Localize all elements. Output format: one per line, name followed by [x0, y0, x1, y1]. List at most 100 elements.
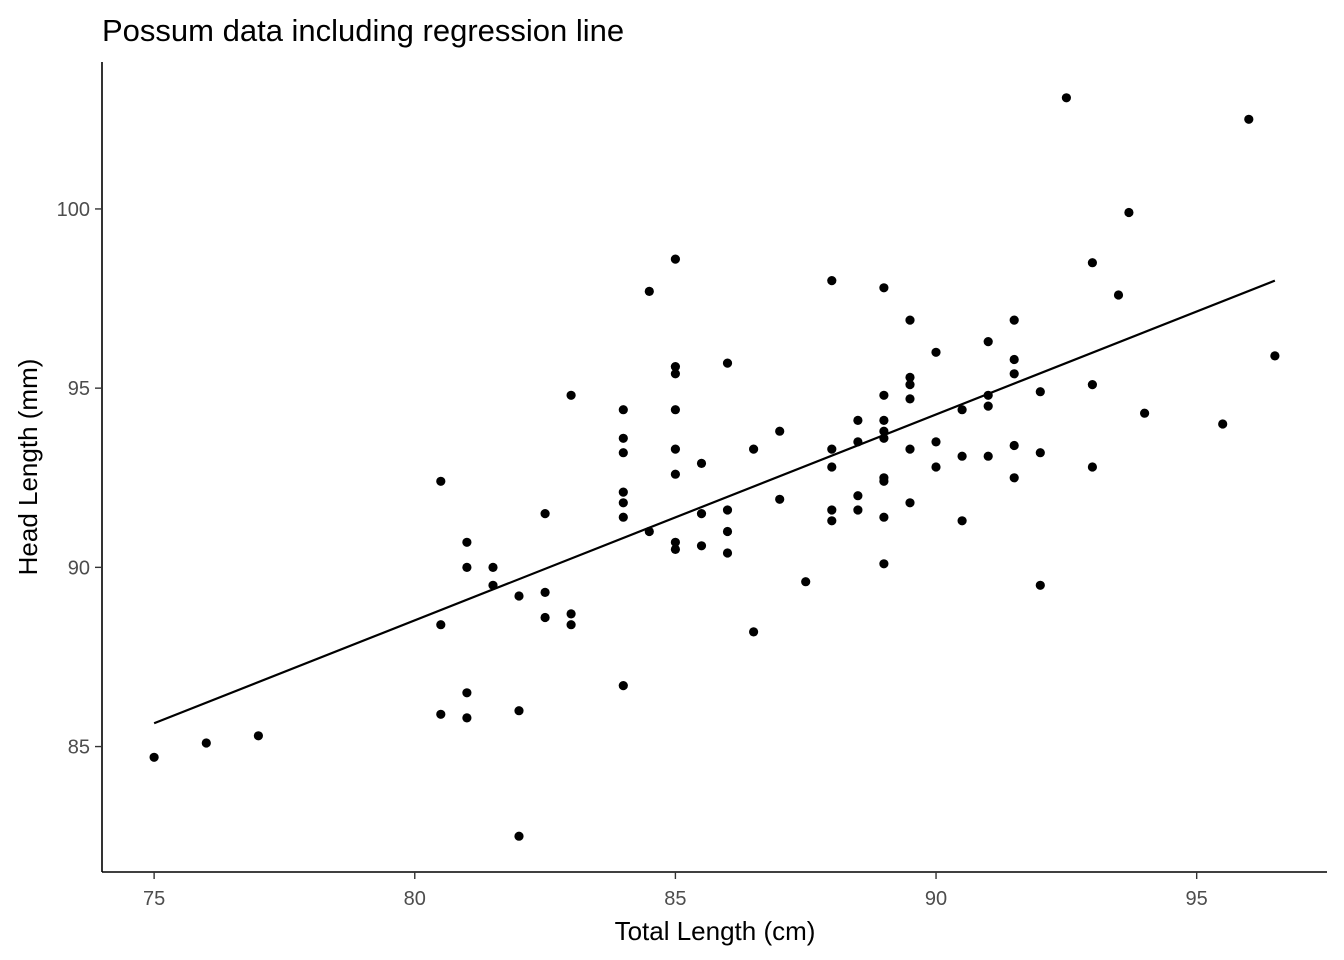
data-point-32 [670, 369, 681, 379]
data-point-9 [462, 713, 472, 723]
data-point-24 [618, 487, 628, 497]
data-point-39 [696, 508, 707, 519]
regression-line-layer [153, 279, 1276, 725]
regression-line [153, 279, 1276, 725]
data-point-89 [1035, 387, 1045, 397]
data-point-14 [514, 831, 524, 841]
data-point-75 [931, 437, 941, 447]
x-tick-label: 90 [925, 888, 947, 910]
x-tick-label: 75 [143, 888, 165, 910]
points-layer [149, 93, 1280, 841]
data-point-50 [827, 276, 837, 286]
data-point-79 [957, 516, 967, 526]
data-point-5 [436, 709, 446, 719]
data-point-57 [853, 491, 863, 501]
data-point-91 [1035, 580, 1045, 590]
x-axis-ticks: 75 80 85 90 95 [143, 872, 1208, 910]
data-point-77 [957, 405, 967, 415]
data-point-84 [1009, 315, 1019, 325]
data-point-35 [670, 469, 681, 479]
data-point-61 [879, 415, 889, 425]
y-axis-title: Head Length (mm) [13, 359, 43, 576]
data-point-69 [905, 372, 915, 382]
data-point-88 [1009, 473, 1019, 483]
y-tick-label: 90 [68, 557, 90, 579]
data-point-52 [827, 462, 837, 472]
data-point-101 [1270, 351, 1280, 361]
data-point-65 [879, 476, 889, 486]
x-tick-label: 85 [664, 888, 686, 910]
y-axis-ticks: 85 90 95 100 [57, 199, 102, 759]
data-point-6 [462, 537, 472, 547]
data-point-0 [149, 752, 159, 762]
data-point-36 [670, 537, 681, 547]
y-tick-label: 100 [57, 199, 90, 221]
data-point-74 [931, 347, 941, 357]
data-point-71 [905, 394, 915, 404]
data-point-41 [722, 358, 733, 368]
data-point-10 [488, 562, 498, 573]
data-point-72 [905, 444, 915, 454]
data-point-34 [670, 444, 681, 454]
data-point-21 [618, 405, 628, 415]
data-point-83 [983, 451, 993, 461]
data-point-53 [827, 505, 837, 515]
data-point-73 [905, 498, 915, 508]
x-axis-title: Total Length (cm) [615, 916, 816, 946]
data-point-40 [696, 541, 707, 551]
data-point-44 [722, 548, 733, 558]
data-point-87 [1009, 440, 1019, 451]
data-point-55 [853, 415, 863, 425]
data-point-67 [879, 559, 889, 569]
data-point-45 [749, 444, 759, 454]
data-point-33 [670, 405, 681, 415]
data-point-60 [879, 390, 889, 400]
data-point-16 [540, 587, 550, 598]
data-point-2 [253, 731, 263, 741]
y-tick-label: 85 [68, 737, 90, 759]
data-point-18 [566, 390, 576, 400]
data-point-25 [618, 498, 628, 508]
data-point-23 [618, 448, 628, 458]
data-point-82 [983, 401, 993, 411]
data-point-68 [905, 315, 915, 325]
x-tick-label: 80 [404, 888, 426, 910]
data-point-54 [827, 516, 837, 526]
data-point-98 [1140, 408, 1150, 418]
data-point-27 [618, 681, 628, 691]
data-point-37 [670, 544, 681, 555]
data-point-95 [1087, 462, 1097, 472]
data-point-19 [566, 609, 576, 619]
data-point-26 [618, 512, 628, 522]
data-point-4 [436, 620, 446, 630]
data-point-15 [540, 508, 550, 519]
data-point-48 [775, 494, 785, 504]
data-point-80 [983, 337, 993, 347]
data-point-28 [644, 286, 654, 296]
data-point-66 [879, 512, 889, 522]
data-point-97 [1124, 207, 1134, 218]
data-point-47 [775, 426, 785, 436]
data-point-76 [931, 462, 941, 472]
data-point-100 [1244, 114, 1254, 124]
data-point-8 [462, 688, 472, 698]
data-point-90 [1035, 448, 1045, 458]
chart-title: Possum data including regression line [102, 13, 624, 48]
x-tick-label: 95 [1186, 888, 1208, 910]
data-point-86 [1009, 369, 1019, 379]
data-point-85 [1009, 354, 1019, 365]
data-point-38 [696, 458, 707, 468]
data-point-92 [1061, 93, 1071, 103]
data-point-59 [879, 283, 889, 293]
data-point-94 [1087, 380, 1097, 390]
data-point-31 [670, 362, 681, 372]
data-point-99 [1218, 419, 1228, 429]
data-point-7 [462, 562, 472, 573]
y-tick-label: 95 [68, 378, 90, 400]
data-point-3 [436, 476, 446, 486]
data-point-1 [201, 738, 211, 748]
data-point-58 [853, 505, 863, 515]
data-point-93 [1087, 258, 1097, 268]
data-point-78 [957, 451, 967, 461]
